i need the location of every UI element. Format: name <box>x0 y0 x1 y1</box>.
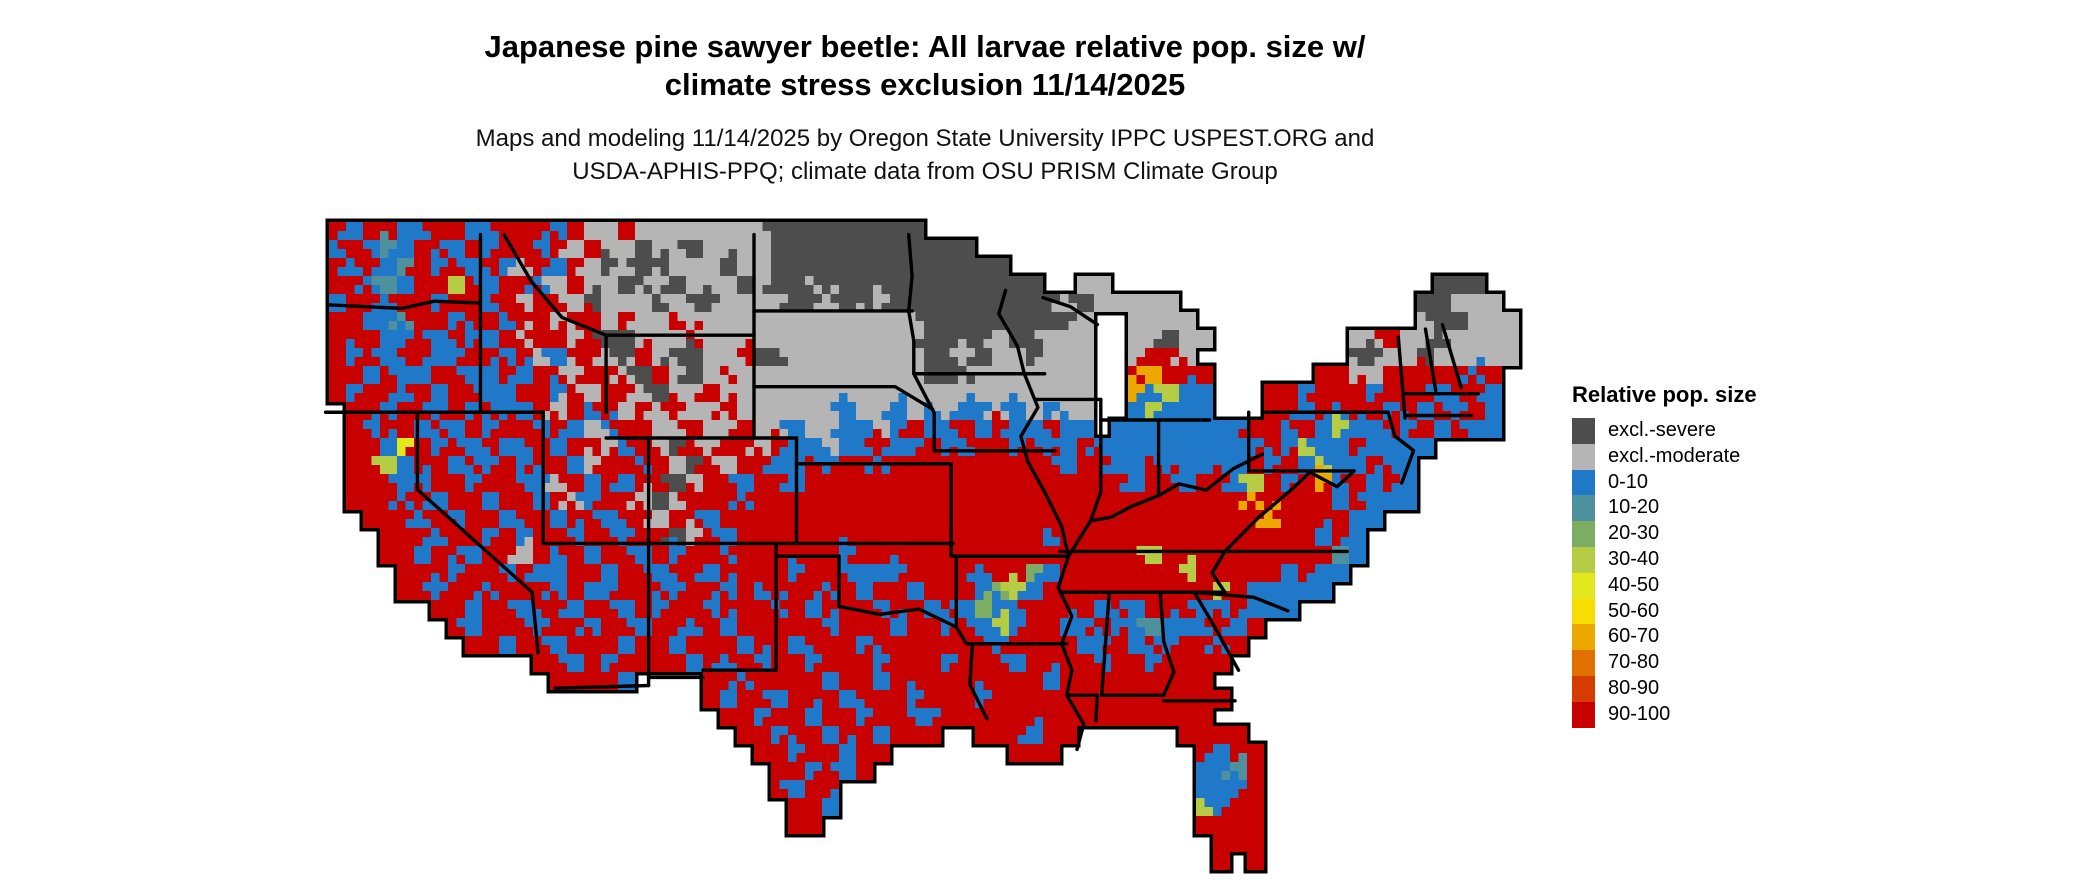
state-border <box>912 372 936 453</box>
state-border <box>1210 549 1227 594</box>
state-border <box>415 410 540 655</box>
figure-header: Japanese pine sawyer beetle: All larvae … <box>0 28 1850 188</box>
legend-swatch-30-40 <box>1572 546 1595 573</box>
state-border <box>907 232 916 376</box>
map-speckle-G <box>983 591 992 600</box>
state-border <box>1308 469 1356 489</box>
state-border <box>1099 590 1111 697</box>
state-border <box>502 232 608 337</box>
legend-label: 80-90 <box>1608 676 1660 699</box>
legend-label: 0-10 <box>1608 470 1649 493</box>
map-legend: Relative pop. size excl.-severe excl.-mo… <box>1572 383 1757 728</box>
state-border <box>752 384 935 411</box>
state-border <box>1019 372 1086 752</box>
legend-label: 20-30 <box>1608 522 1660 545</box>
state-border <box>1396 335 1407 420</box>
state-border <box>837 554 958 629</box>
legend-label: excl.-moderate <box>1608 444 1741 467</box>
legend-items: excl.-severe excl.-moderate 0-10 10-20 2… <box>1572 418 1757 728</box>
legend-label: 90-100 <box>1608 702 1671 725</box>
state-border <box>1192 590 1290 613</box>
legend-swatch-80-90 <box>1572 675 1595 702</box>
legend-label: 10-20 <box>1608 496 1660 519</box>
legend-item: 60-70 <box>1572 624 1757 651</box>
legend-title: Relative pop. size <box>1572 382 1757 407</box>
legend-item: 70-80 <box>1572 650 1757 676</box>
legend-item: 10-20 <box>1572 495 1757 522</box>
legend-item: excl.-moderate <box>1572 443 1757 470</box>
legend-item: 0-10 <box>1572 469 1757 496</box>
legend-label: 40-50 <box>1608 573 1660 596</box>
legend-label: excl.-severe <box>1608 419 1716 441</box>
legend-swatch-50-60 <box>1572 598 1595 625</box>
legend-label: 50-60 <box>1608 599 1660 622</box>
state-border <box>1066 452 1264 558</box>
figure-title-line2: climate stress exclusion 11/14/2025 <box>664 67 1186 102</box>
state-border <box>1423 327 1438 393</box>
state-border <box>1386 410 1416 485</box>
legend-label: 70-80 <box>1608 651 1660 674</box>
map-class-S <box>584 222 1485 546</box>
legend-item: excl.-severe <box>1572 418 1757 444</box>
figure-subtitle-line2: USDA-APHIS-PPQ; climate data from OSU PR… <box>572 158 1278 185</box>
legend-swatch-excl-moderate <box>1572 443 1595 470</box>
legend-item: 30-40 <box>1572 546 1757 573</box>
figure-title: Japanese pine sawyer beetle: All larvae … <box>0 28 1850 104</box>
state-border <box>1088 397 1103 523</box>
legend-swatch-90-100 <box>1572 701 1595 728</box>
legend-item: 40-50 <box>1572 572 1757 599</box>
state-border <box>954 554 969 646</box>
figure-subtitle-line1: Maps and modeling 11/14/2025 by Oregon S… <box>475 125 1375 152</box>
figure-subtitle: Maps and modeling 11/14/2025 by Oregon S… <box>0 122 1850 188</box>
conus-map-svg <box>323 221 1520 871</box>
legend-item: 20-30 <box>1572 521 1757 547</box>
legend-swatch-60-70 <box>1572 624 1595 651</box>
map-class-Y <box>380 276 1349 816</box>
legend-label: 30-40 <box>1608 547 1660 570</box>
state-border <box>1041 295 1100 327</box>
state-border <box>1065 693 1100 723</box>
legend-swatch-excl-severe <box>1572 418 1595 444</box>
figure-title-line1: Japanese pine sawyer beetle: All larvae … <box>484 29 1366 64</box>
legend-swatch-0-10 <box>1572 469 1595 496</box>
state-border <box>553 683 651 690</box>
state-border <box>1223 470 1312 554</box>
legend-item: 90-100 <box>1572 701 1757 728</box>
legend-item: 50-60 <box>1572 598 1757 625</box>
map-class-O <box>1128 366 1332 528</box>
legend-swatch-40-50 <box>1572 572 1595 599</box>
legend-swatch-10-20 <box>1572 495 1595 522</box>
state-border <box>1440 322 1463 390</box>
state-border <box>1192 590 1241 672</box>
state-border <box>997 288 1026 376</box>
state-border <box>325 299 483 311</box>
map-class-B <box>329 222 1502 816</box>
conus-map <box>312 221 1536 871</box>
legend-label: 60-70 <box>1608 625 1660 648</box>
legend-item: 80-90 <box>1572 675 1757 702</box>
legend-swatch-70-80 <box>1572 650 1595 676</box>
legend-swatch-20-30 <box>1572 521 1595 547</box>
state-border <box>968 642 989 721</box>
state-border <box>1158 590 1176 697</box>
